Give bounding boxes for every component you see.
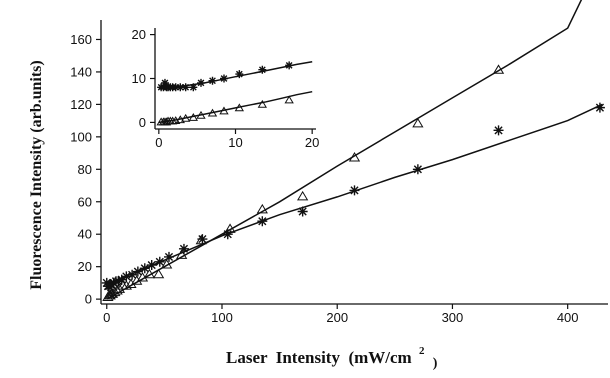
inset-data-point-asterisk <box>197 78 205 87</box>
inset-plot: 0 10 20 0 10 20 <box>132 27 320 150</box>
inset-data-point-asterisk <box>160 78 169 87</box>
y-tick-label: 0 <box>85 292 92 307</box>
inset-data-point-asterisk <box>208 76 217 85</box>
inset-data-point-triangle <box>257 99 268 108</box>
y-axis-label: Fluorescence Intensity (arb.units) <box>28 60 45 289</box>
data-point-asterisk <box>257 216 268 227</box>
data-point-triangle <box>111 285 123 295</box>
x-tick-label: 100 <box>211 310 233 325</box>
inset-data-point-asterisk <box>235 70 244 79</box>
data-point-triangle <box>131 275 143 285</box>
y-tick-label: 160 <box>70 32 92 47</box>
inset-data-point-triangle <box>180 113 191 122</box>
inset-y-tick-label: 10 <box>132 71 146 86</box>
inset-data-point-triangle <box>234 103 245 112</box>
data-point-triangle <box>109 286 121 297</box>
y-tick-label: 140 <box>70 64 92 79</box>
data-point-triangle <box>256 203 268 214</box>
inset-x-tick-label: 10 <box>228 135 242 150</box>
x-axis-label-main: Laser Intensity (mW/cm <box>226 348 412 367</box>
data-point-triangle <box>120 280 132 290</box>
inset-data-point-asterisk <box>285 61 294 70</box>
fit-line-asterisk <box>106 103 603 286</box>
data-point-triangle <box>106 288 119 298</box>
inset-data-point-asterisk <box>258 65 267 74</box>
inset-data-point-triangle <box>188 113 199 121</box>
inset-data-point-triangle <box>196 110 206 119</box>
inset-data-point-asterisk <box>220 74 228 83</box>
x-tick-label: 300 <box>442 310 464 325</box>
y-tick-label: 100 <box>70 129 92 144</box>
inset-data-point-triangle <box>175 115 185 124</box>
data-point-asterisk <box>493 125 504 136</box>
x-axis-label: Laser Intensity (mW/cm 2 ) <box>226 339 438 371</box>
x-axis-label-superscript: 2 <box>419 345 425 357</box>
inset-data-point-triangle <box>207 108 218 117</box>
data-point-triangle <box>143 268 156 279</box>
inset-y-tick-label: 0 <box>139 115 146 130</box>
inset-data-point-triangle <box>219 106 229 115</box>
inset-y-tick-label: 20 <box>132 27 146 42</box>
y-tick-label: 120 <box>70 97 92 112</box>
data-point-asterisk <box>121 271 132 282</box>
x-tick-label: 400 <box>557 310 579 325</box>
data-point-triangle <box>152 268 165 279</box>
data-point-asterisk <box>222 229 233 240</box>
inset-x-tick-label: 20 <box>305 135 319 150</box>
data-point-asterisk <box>127 269 138 280</box>
y-tick-label: 80 <box>78 162 92 177</box>
inset-x-tick-label: 0 <box>155 135 162 150</box>
data-point-asterisk <box>132 266 143 277</box>
data-point-asterisk <box>197 234 208 245</box>
inset-data-point-asterisk <box>171 83 180 92</box>
data-point-triangle <box>412 117 424 128</box>
data-point-asterisk <box>297 206 308 217</box>
data-point-asterisk <box>163 251 174 262</box>
y-tick-label: 20 <box>78 259 92 274</box>
data-point-triangle <box>297 190 309 201</box>
inset-data-point-asterisk <box>181 83 190 92</box>
data-point-asterisk <box>113 276 124 287</box>
data-point-triangle <box>348 151 361 162</box>
data-point-asterisk <box>154 256 165 267</box>
y-tick-label: 40 <box>78 227 92 242</box>
data-point-asterisk <box>412 164 423 175</box>
data-point-asterisk <box>116 274 127 285</box>
y-tick-label: 60 <box>78 194 92 209</box>
data-point-asterisk <box>139 263 150 274</box>
data-point-triangle <box>492 64 505 74</box>
data-point-asterisk <box>594 102 605 113</box>
x-axis-label-close: ) <box>433 356 438 371</box>
inset-data-point-triangle <box>284 95 294 104</box>
fit-line-triangle <box>106 0 583 300</box>
inset-data-point-asterisk <box>189 83 198 92</box>
inset-fit-line-triangle <box>158 90 313 124</box>
inset-data-point-asterisk <box>176 83 185 92</box>
x-tick-label: 0 <box>103 310 110 325</box>
data-point-triangle <box>125 278 137 289</box>
data-point-asterisk <box>146 260 157 271</box>
data-point-triangle <box>161 259 173 269</box>
x-tick-label: 200 <box>326 310 348 325</box>
data-point-asterisk <box>349 185 360 196</box>
data-point-asterisk <box>178 243 189 254</box>
